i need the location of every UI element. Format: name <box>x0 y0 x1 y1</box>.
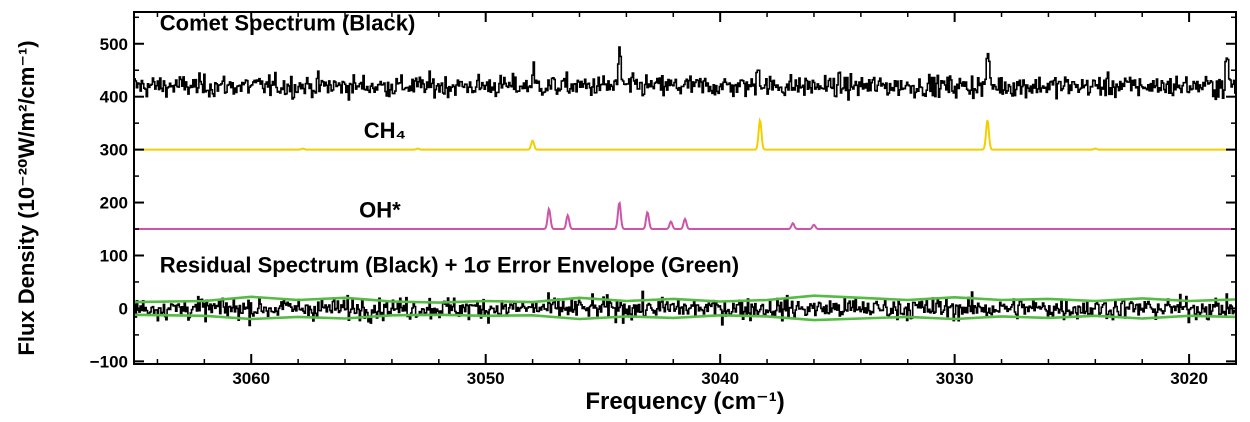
y-tick-label: 400 <box>100 88 128 107</box>
annotation-label: CH₄ <box>364 118 406 143</box>
y-tick-label: 500 <box>100 35 128 54</box>
y-tick-label: 200 <box>100 194 128 213</box>
series-line-4-lower <box>134 313 1236 322</box>
series-line-0 <box>134 46 1236 101</box>
series-line-2 <box>134 201 1236 230</box>
y-tick-label: 0 <box>119 299 128 318</box>
annotation-label: Comet Spectrum (Black) <box>160 11 416 36</box>
x-tick-label: 3050 <box>467 369 505 388</box>
x-tick-label: 3060 <box>232 369 270 388</box>
x-axis-label: Frequency (cm⁻¹) <box>585 388 784 415</box>
x-tick-label: 3020 <box>1170 369 1208 388</box>
series-line-1 <box>134 117 1236 151</box>
x-tick-label: 3040 <box>701 369 739 388</box>
series-line-4-upper <box>134 294 1236 304</box>
y-axis-label: Flux Density (10⁻²⁰W/m²/cm⁻¹) <box>14 40 39 355</box>
y-tick-label: −100 <box>90 352 128 371</box>
series-line-3 <box>134 290 1236 327</box>
x-tick-label: 3030 <box>936 369 974 388</box>
labels-layer: 3060 3050 3040 3030 3020 −100 0 100 200 300 400 500… <box>14 11 1208 415</box>
annotation-label: Residual Spectrum (Black) + 1σ Error Env… <box>160 252 739 277</box>
ticks-layer <box>134 12 1237 364</box>
y-tick-label: 300 <box>100 141 128 160</box>
plot-frame <box>133 11 1237 365</box>
annotation-label: OH* <box>359 197 401 222</box>
series-layer <box>134 46 1236 327</box>
y-tick-label: 100 <box>100 246 128 265</box>
